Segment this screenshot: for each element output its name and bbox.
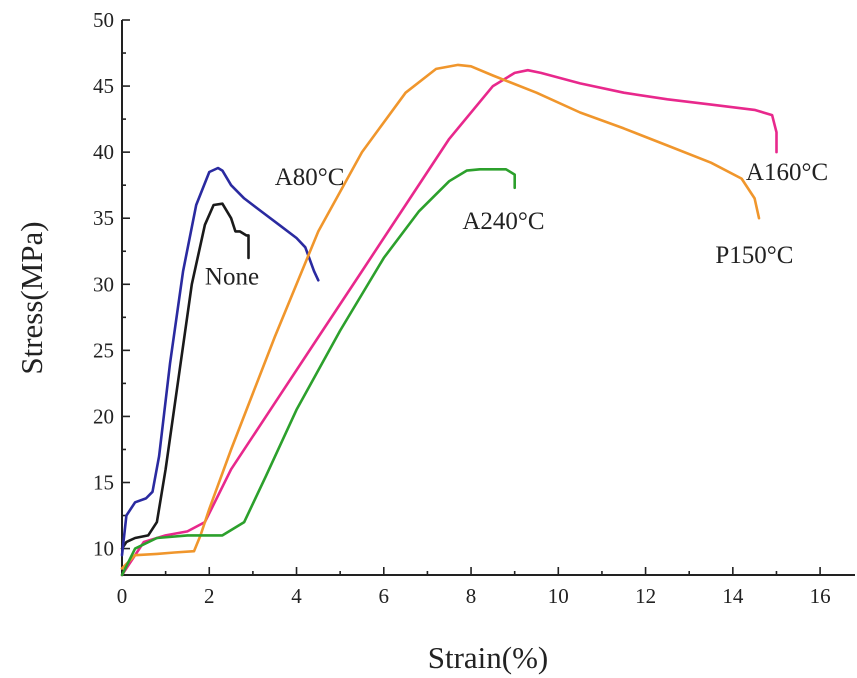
y-tick-label: 10: [93, 537, 114, 561]
x-tick-label: 12: [635, 584, 656, 608]
x-tick-label: 14: [722, 584, 744, 608]
series-lines: [120, 63, 778, 577]
x-tick-label: 10: [548, 584, 569, 608]
series-label-a80-c: A80°C: [275, 164, 345, 191]
series-line-a160-c: [120, 68, 778, 577]
y-tick-label: 25: [93, 338, 114, 362]
x-tick-label: 0: [117, 584, 128, 608]
series-label-p150-c: P150°C: [715, 242, 793, 269]
y-axis-title: Stress(MPa): [14, 221, 49, 374]
series-label-a240-c: A240°C: [462, 208, 544, 235]
series-labels: None A80°C A160°C P150°C A240°C: [205, 159, 828, 290]
series-line-a240-c: [120, 168, 517, 577]
x-tick-label: 2: [204, 584, 215, 608]
y-tick-label: 50: [93, 8, 114, 32]
series-line-p150-c: [120, 63, 761, 570]
y-tick-label: 20: [93, 404, 114, 428]
axes: [121, 20, 855, 576]
x-tick-label: 16: [810, 584, 831, 608]
y-tick-label: 45: [93, 74, 114, 98]
series-label-none: None: [205, 263, 259, 290]
tick-labels: 0 2 4 6 8 10 12 14 16 10 15 20 25 30 35 40 45 50: [93, 8, 831, 608]
series-label-a160-c: A160°C: [746, 159, 828, 186]
x-tick-label: 4: [291, 584, 302, 608]
y-tick-label: 30: [93, 272, 114, 296]
x-tick-label: 8: [466, 584, 477, 608]
x-axis-title: Strain(%): [428, 640, 549, 675]
y-tick-label: 15: [93, 471, 114, 495]
x-tick-label: 6: [379, 584, 390, 608]
y-tick-label: 40: [93, 140, 114, 164]
y-tick-label: 35: [93, 206, 114, 230]
tick-marks: [121, 19, 821, 575]
series-line-none: [120, 202, 250, 550]
series-line-a80-c: [120, 166, 320, 557]
